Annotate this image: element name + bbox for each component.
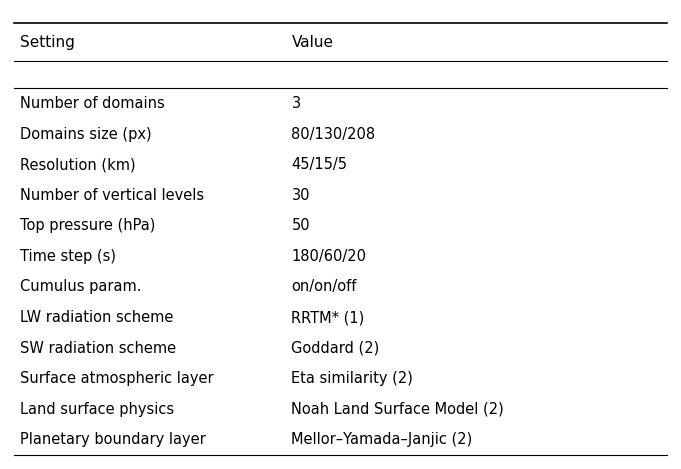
Text: Value: Value: [291, 35, 334, 50]
Text: RRTM* (1): RRTM* (1): [291, 310, 365, 325]
Text: Land surface physics: Land surface physics: [20, 402, 174, 417]
Text: 80/130/208: 80/130/208: [291, 127, 376, 142]
Text: Goddard (2): Goddard (2): [291, 340, 380, 356]
Text: 30: 30: [291, 188, 310, 203]
Text: 180/60/20: 180/60/20: [291, 249, 366, 264]
Text: Surface atmospheric layer: Surface atmospheric layer: [20, 371, 214, 386]
Text: Resolution (km): Resolution (km): [20, 157, 136, 172]
Text: LW radiation scheme: LW radiation scheme: [20, 310, 174, 325]
Text: Mellor–Yamada–Janjic (2): Mellor–Yamada–Janjic (2): [291, 432, 473, 447]
Text: Planetary boundary layer: Planetary boundary layer: [20, 432, 206, 447]
Text: 3: 3: [291, 96, 300, 111]
Text: Eta similarity (2): Eta similarity (2): [291, 371, 413, 386]
Text: 45/15/5: 45/15/5: [291, 157, 347, 172]
Text: Number of domains: Number of domains: [20, 96, 165, 111]
Text: Cumulus param.: Cumulus param.: [20, 280, 142, 295]
Text: Domains size (px): Domains size (px): [20, 127, 152, 142]
Text: Top pressure (hPa): Top pressure (hPa): [20, 218, 155, 233]
Text: Noah Land Surface Model (2): Noah Land Surface Model (2): [291, 402, 504, 417]
Text: on/on/off: on/on/off: [291, 280, 357, 295]
Text: Time step (s): Time step (s): [20, 249, 116, 264]
Text: Setting: Setting: [20, 35, 75, 50]
Text: 50: 50: [291, 218, 310, 233]
Text: Number of vertical levels: Number of vertical levels: [20, 188, 204, 203]
Text: SW radiation scheme: SW radiation scheme: [20, 340, 176, 356]
